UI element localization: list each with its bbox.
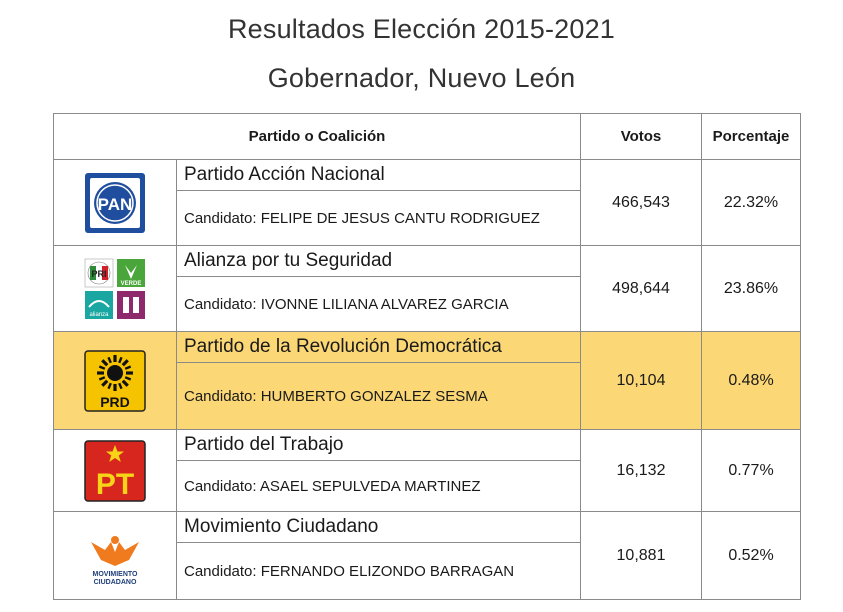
candidate-name: Candidato: IVONNE LILIANA ALVAREZ GARCIA [176,276,581,332]
candidate-name: Candidato: FERNANDO ELIZONDO BARRAGAN [176,542,581,600]
party-name: Partido Acción Nacional [176,159,581,191]
table-row-highlighted: PRD Partido de la Revolución Democrática… [53,331,801,430]
mc-logo-text-2: CIUDADANO [94,579,137,586]
column-header-votes: Votos [580,113,702,160]
table-row: PT Partido del Trabajo 16,132 0.77% [53,429,801,512]
eagle-logo-icon: MOVIMIENTO CIUDADANO [91,535,139,586]
verde-logo-text: VERDE [121,281,142,287]
table-row-candidate: Candidato: ASAEL SEPULVEDA MARTINEZ [54,460,801,512]
candidate-name: Candidato: FELIPE DE JESUS CANTU RODRIGU… [176,190,581,246]
percent-value: 22.32% [701,159,801,246]
table-row-candidate: Candidato: IVONNE LILIANA ALVAREZ GARCIA [54,276,801,332]
table-row: PRI VERDE alianza Alianza por tu Segurid… [53,245,801,332]
page-title: Resultados Elección 2015-2021 [227,14,616,44]
percent-value: 23.86% [701,245,801,332]
page-subtitle: Gobernador, Nuevo León [267,63,576,93]
column-header-percent: Porcentaje [701,113,801,160]
svg-text:PRI: PRI [91,269,106,279]
logo-cell: PRD [53,331,177,430]
votes-value: 10,881 [580,511,702,600]
percent-value: 0.77% [701,429,801,512]
column-header-party: Partido o Coalición [53,113,581,160]
votes-value: 16,132 [580,429,702,512]
alianza-logo-text: alianza [89,312,109,318]
pt-star-logo-icon: PT [84,439,146,502]
pt-logo-text: PT [96,468,134,501]
prd-sun-logo-icon: PRD [84,349,146,412]
logo-cell: PAN [53,159,177,246]
results-table: Partido o Coalición Votos Porcentaje PAN… [53,113,801,600]
pan-logo-icon: PAN [85,172,145,233]
table-row-candidate: Candidato: FELIPE DE JESUS CANTU RODRIGU… [54,190,801,246]
percent-value: 0.52% [701,511,801,600]
table-row: MOVIMIENTO CIUDADANO Movimiento Ciudadan… [53,511,801,600]
candidate-name: Candidato: ASAEL SEPULVEDA MARTINEZ [176,460,581,512]
table-header-row: Partido o Coalición Votos Porcentaje [53,113,801,160]
candidate-name: Candidato: HUMBERTO GONZALEZ SESMA [176,362,581,430]
votes-value: 10,104 [580,331,702,430]
percent-value: 0.48% [701,331,801,430]
party-name: Partido del Trabajo [176,429,581,461]
logo-cell: PT [53,429,177,512]
table-row: PAN Partido Acción Nacional 466,543 22.3… [53,159,801,246]
prd-logo-text: PRD [100,394,130,410]
pan-logo-text: PAN [98,195,133,214]
party-name: Movimiento Ciudadano [176,511,581,543]
mc-logo-text-1: MOVIMIENTO [93,571,139,578]
votes-value: 466,543 [580,159,702,246]
party-name: Alianza por tu Seguridad [176,245,581,277]
logo-cell: MOVIMIENTO CIUDADANO [53,511,177,600]
votes-value: 498,644 [580,245,702,332]
coalition-logos-icon: PRI VERDE alianza [84,258,145,319]
party-name: Partido de la Revolución Democrática [176,331,581,363]
logo-cell: PRI VERDE alianza [53,245,177,332]
table-row-candidate: Candidato: FERNANDO ELIZONDO BARRAGAN [54,542,801,600]
table-row-candidate: Candidato: HUMBERTO GONZALEZ SESMA [54,362,801,430]
